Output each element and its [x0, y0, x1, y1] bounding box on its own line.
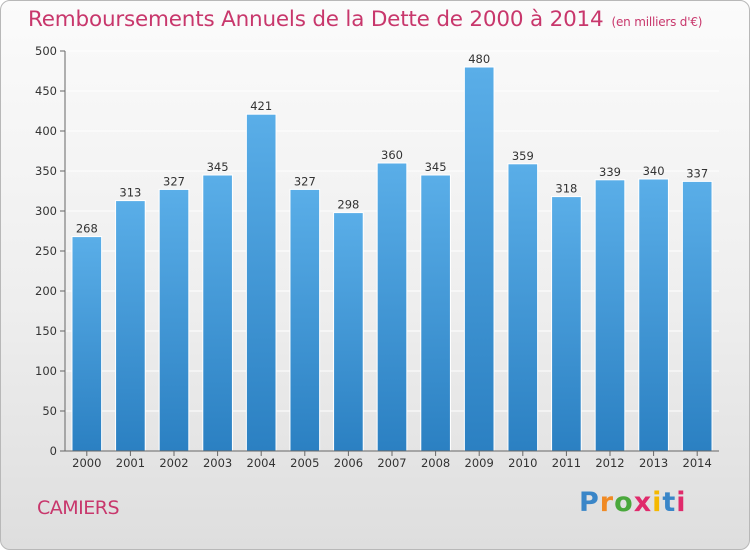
bar-2008 — [420, 174, 451, 452]
logo-letter: i — [676, 487, 687, 518]
x-tick-label-2000: 2000 — [72, 456, 101, 470]
bar-2009 — [463, 66, 495, 452]
x-tick-label-2014: 2014 — [683, 456, 712, 470]
commune-name: CAMIERS — [37, 497, 120, 519]
proxiti-logo: Proxiti — [579, 487, 687, 518]
x-tick-label-2006: 2006 — [334, 456, 363, 470]
data-labels: 268 313 327 345 421 327 298 360 345 480 359 318 339 3… — [76, 52, 708, 236]
x-tick-label-2010: 2010 — [508, 456, 537, 470]
data-label-2003: 345 — [207, 160, 229, 174]
data-label-2002: 327 — [163, 174, 185, 188]
x-tick-label-2012: 2012 — [595, 456, 624, 470]
data-label-2007: 360 — [381, 148, 403, 162]
data-label-2008: 345 — [425, 160, 447, 174]
x-tick-label-2013: 2013 — [639, 456, 668, 470]
bar-2007 — [376, 162, 408, 452]
x-tick-label-2011: 2011 — [552, 456, 581, 470]
y-tick-label: 50 — [42, 404, 57, 418]
bars — [71, 66, 713, 452]
x-tick-label-2003: 2003 — [203, 456, 232, 470]
bar-2011 — [551, 196, 582, 452]
x-tick-label-2008: 2008 — [421, 456, 450, 470]
bar-2003 — [202, 174, 233, 452]
data-label-2013: 340 — [643, 164, 665, 178]
y-tick-label: 100 — [35, 364, 57, 378]
y-tick-label: 450 — [35, 84, 57, 98]
bar-2004 — [245, 113, 277, 452]
bar-2010 — [507, 163, 539, 452]
y-tick-label: 150 — [35, 324, 57, 338]
y-tick-label: 0 — [50, 444, 57, 458]
data-label-2012: 339 — [599, 165, 621, 179]
data-label-2014: 337 — [686, 166, 708, 180]
x-tick-label-2004: 2004 — [247, 456, 276, 470]
data-label-2006: 298 — [337, 198, 359, 212]
data-label-2011: 318 — [555, 182, 577, 196]
data-label-2005: 327 — [294, 174, 316, 188]
bar-2000 — [71, 236, 103, 452]
data-label-2000: 268 — [76, 222, 98, 236]
bar-2014 — [681, 180, 713, 452]
logo-letter: P — [579, 487, 600, 518]
data-label-2001: 313 — [119, 186, 141, 200]
y-tick-label: 200 — [35, 284, 57, 298]
bar-2012 — [594, 179, 626, 452]
logo-letter: i — [652, 487, 663, 518]
axes: 0 50 100 150 200 250 300 350 400 450 500 2000 2001 20… — [35, 44, 719, 470]
data-label-2009: 480 — [468, 52, 490, 66]
title-text: Remboursements Annuels de la Dette de 20… — [28, 7, 604, 32]
y-tick-label: 400 — [35, 124, 57, 138]
x-tick-label-2001: 2001 — [116, 456, 145, 470]
x-tick-label-2002: 2002 — [159, 456, 188, 470]
bar-2001 — [115, 200, 146, 452]
data-label-2010: 359 — [512, 149, 534, 163]
y-tick-label: 300 — [35, 204, 57, 218]
x-tick-label-2007: 2007 — [377, 456, 406, 470]
bar-2006 — [333, 212, 364, 452]
data-label-2004: 421 — [250, 99, 272, 113]
logo-letter: o — [614, 487, 634, 518]
x-tick-label-2009: 2009 — [465, 456, 494, 470]
y-tick-label: 500 — [35, 44, 57, 58]
logo-letter: r — [599, 487, 615, 518]
bar-2005 — [289, 188, 321, 452]
y-tick-label: 250 — [35, 244, 57, 258]
x-tick-label-2005: 2005 — [290, 456, 319, 470]
bar-2013 — [638, 178, 669, 452]
logo-letter: t — [662, 487, 677, 518]
bar-2002 — [158, 188, 190, 452]
unit-label: (en milliers d'€) — [611, 15, 703, 29]
chart-title: Remboursements Annuels de la Dette de 20… — [28, 7, 702, 32]
y-tick-label: 350 — [35, 164, 57, 178]
logo-letter: x — [633, 487, 653, 518]
